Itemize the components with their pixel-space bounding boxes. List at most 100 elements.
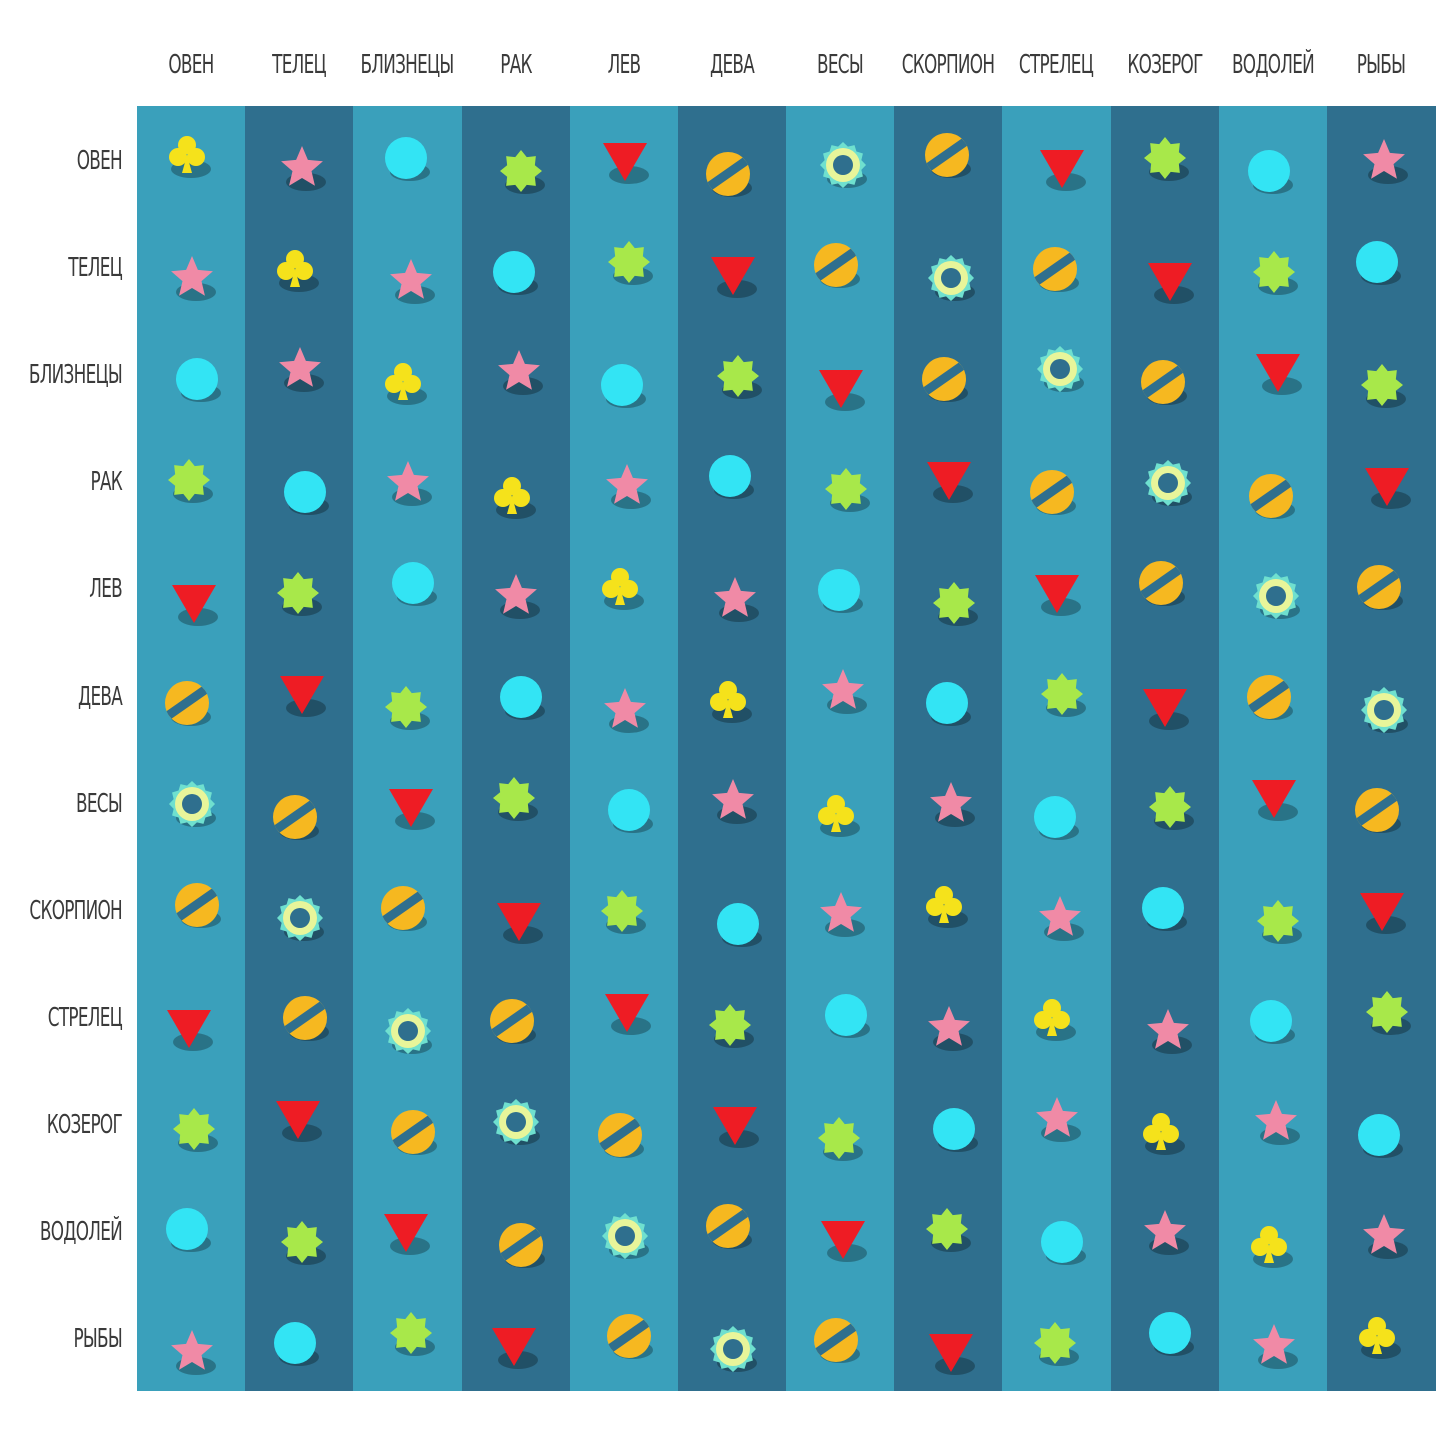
- triangle-icon: [599, 135, 651, 187]
- striped-circle-icon: [480, 995, 543, 1047]
- triangle-icon: [707, 249, 759, 301]
- triangle-icon: [1252, 346, 1304, 398]
- burst-icon: [1361, 986, 1413, 1038]
- star-icon: [382, 457, 434, 509]
- striped-circle-icon: [1024, 243, 1086, 295]
- star-icon: [1250, 1096, 1302, 1148]
- row-label: РЫБЫ: [73, 1324, 122, 1355]
- striped-circle-icon: [1238, 671, 1300, 723]
- row-label: ВЕСЫ: [76, 788, 123, 819]
- circle-icon: [279, 466, 331, 518]
- circle-icon: [712, 898, 764, 950]
- circle-icon: [813, 564, 865, 616]
- triangle-icon: [276, 668, 328, 720]
- column-stripe: [245, 106, 354, 1391]
- star-icon: [925, 778, 977, 830]
- striped-circle-icon: [382, 1106, 444, 1158]
- circle-icon: [603, 784, 655, 836]
- club-icon: [1135, 1106, 1187, 1158]
- striped-circle-icon: [1132, 356, 1194, 408]
- column-label: КОЗЕРОГ: [1126, 50, 1203, 80]
- burst-icon: [820, 463, 872, 515]
- circle-icon: [704, 450, 756, 502]
- club-icon: [810, 788, 862, 840]
- burst-icon: [1356, 359, 1408, 411]
- circle-icon: [488, 246, 540, 298]
- column-label: СТРЕЛЕЦ: [1019, 50, 1094, 80]
- triangle-icon: [1031, 567, 1083, 619]
- circle-icon: [269, 1317, 321, 1369]
- burst-icon: [813, 1112, 865, 1164]
- star-icon: [601, 460, 653, 512]
- column-label: СКОРПИОН: [901, 50, 995, 80]
- circle-icon: [1243, 145, 1295, 197]
- column-stripe: [461, 106, 571, 1391]
- column-stripe: [786, 106, 895, 1391]
- striped-circle-icon: [598, 1310, 660, 1362]
- club-icon: [377, 356, 429, 408]
- row-label: СКОРПИОН: [29, 895, 123, 926]
- star-icon: [490, 570, 542, 622]
- triangle-icon: [709, 1099, 761, 1151]
- circle-icon: [380, 132, 432, 184]
- ring-icon: [599, 1210, 651, 1262]
- striped-circle-icon: [490, 1219, 552, 1271]
- triangle-icon: [385, 781, 437, 833]
- striped-circle-icon: [372, 882, 435, 934]
- striped-circle-icon: [264, 791, 326, 843]
- row-label: ДЕВА: [78, 681, 123, 712]
- circle-icon: [1245, 995, 1297, 1047]
- column-label: ТЕЛЕЦ: [272, 50, 327, 80]
- column-label: ДЕВА: [709, 50, 755, 80]
- column-stripe: [353, 106, 462, 1391]
- circle-icon: [596, 359, 648, 411]
- triangle-icon: [272, 1093, 324, 1145]
- circle-icon: [1029, 791, 1081, 843]
- ring-icon: [1034, 343, 1086, 395]
- column-label: ЛЕВ: [607, 50, 641, 80]
- striped-circle-icon: [274, 992, 336, 1044]
- circle-icon: [1351, 236, 1403, 288]
- ring-icon: [817, 139, 869, 191]
- column-label: РЫБЫ: [1356, 50, 1406, 80]
- triangle-icon: [817, 1213, 869, 1265]
- burst-icon: [1029, 1317, 1081, 1369]
- star-icon: [1031, 1093, 1083, 1145]
- star-icon: [599, 684, 651, 736]
- star-icon: [166, 1326, 218, 1378]
- triangle-icon: [923, 454, 975, 506]
- star-icon: [815, 888, 867, 940]
- row-label: ЛЕВ: [89, 574, 122, 605]
- column-stripe: [1326, 106, 1436, 1391]
- burst-icon: [603, 236, 655, 288]
- star-icon: [1034, 892, 1086, 944]
- burst-icon: [596, 885, 648, 937]
- striped-circle-icon: [1346, 784, 1408, 836]
- ring-icon: [490, 1096, 542, 1148]
- club-icon: [1026, 992, 1078, 1044]
- burst-icon: [1248, 246, 1300, 298]
- striped-circle-icon: [589, 1109, 651, 1161]
- column-label: ВЕСЫ: [817, 50, 864, 80]
- star-icon: [1358, 1210, 1410, 1262]
- burst-icon: [704, 999, 756, 1051]
- burst-icon: [168, 1103, 220, 1155]
- triangle-icon: [601, 986, 653, 1038]
- row-label: СТРЕЛЕЦ: [47, 1002, 123, 1033]
- star-icon: [1248, 1320, 1300, 1372]
- striped-circle-icon: [156, 677, 218, 729]
- star-icon: [1139, 1206, 1191, 1258]
- striped-circle-icon: [1021, 466, 1084, 518]
- triangle-icon: [380, 1206, 432, 1258]
- row-label: ТЕЛЕЦ: [68, 253, 122, 284]
- star-icon: [923, 1002, 975, 1054]
- ring-icon: [1250, 570, 1302, 622]
- club-icon: [269, 243, 321, 295]
- burst-icon: [488, 772, 540, 824]
- circle-icon: [921, 677, 973, 729]
- star-icon: [166, 252, 218, 304]
- burst-icon: [928, 577, 980, 629]
- star-icon: [1142, 1005, 1194, 1057]
- burst-icon: [712, 350, 764, 402]
